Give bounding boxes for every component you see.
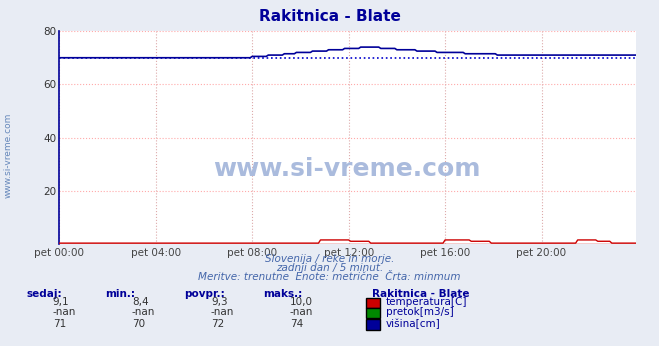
- Text: 9,1: 9,1: [53, 297, 69, 307]
- Text: sedaj:: sedaj:: [26, 289, 62, 299]
- Text: pretok[m3/s]: pretok[m3/s]: [386, 307, 453, 317]
- Text: temperatura[C]: temperatura[C]: [386, 297, 467, 307]
- Text: -nan: -nan: [211, 307, 234, 317]
- Text: -nan: -nan: [53, 307, 76, 317]
- Text: zadnji dan / 5 minut.: zadnji dan / 5 minut.: [276, 263, 383, 273]
- Text: Slovenija / reke in morje.: Slovenija / reke in morje.: [265, 254, 394, 264]
- Text: -nan: -nan: [290, 307, 313, 317]
- Text: maks.:: maks.:: [264, 289, 303, 299]
- Text: Rakitnica - Blate: Rakitnica - Blate: [372, 289, 470, 299]
- Text: Rakitnica - Blate: Rakitnica - Blate: [258, 9, 401, 24]
- Text: 72: 72: [211, 319, 224, 328]
- Text: 10,0: 10,0: [290, 297, 313, 307]
- Text: povpr.:: povpr.:: [185, 289, 225, 299]
- Text: 70: 70: [132, 319, 145, 328]
- Text: www.si-vreme.com: www.si-vreme.com: [213, 157, 480, 181]
- Text: min.:: min.:: [105, 289, 136, 299]
- Text: višina[cm]: višina[cm]: [386, 318, 440, 329]
- Text: 8,4: 8,4: [132, 297, 148, 307]
- Text: 9,3: 9,3: [211, 297, 227, 307]
- Text: 71: 71: [53, 319, 66, 328]
- Text: www.si-vreme.com: www.si-vreme.com: [3, 113, 13, 198]
- Text: 74: 74: [290, 319, 303, 328]
- Text: Meritve: trenutne  Enote: metrične  Črta: minmum: Meritve: trenutne Enote: metrične Črta: …: [198, 272, 461, 282]
- Text: -nan: -nan: [132, 307, 155, 317]
